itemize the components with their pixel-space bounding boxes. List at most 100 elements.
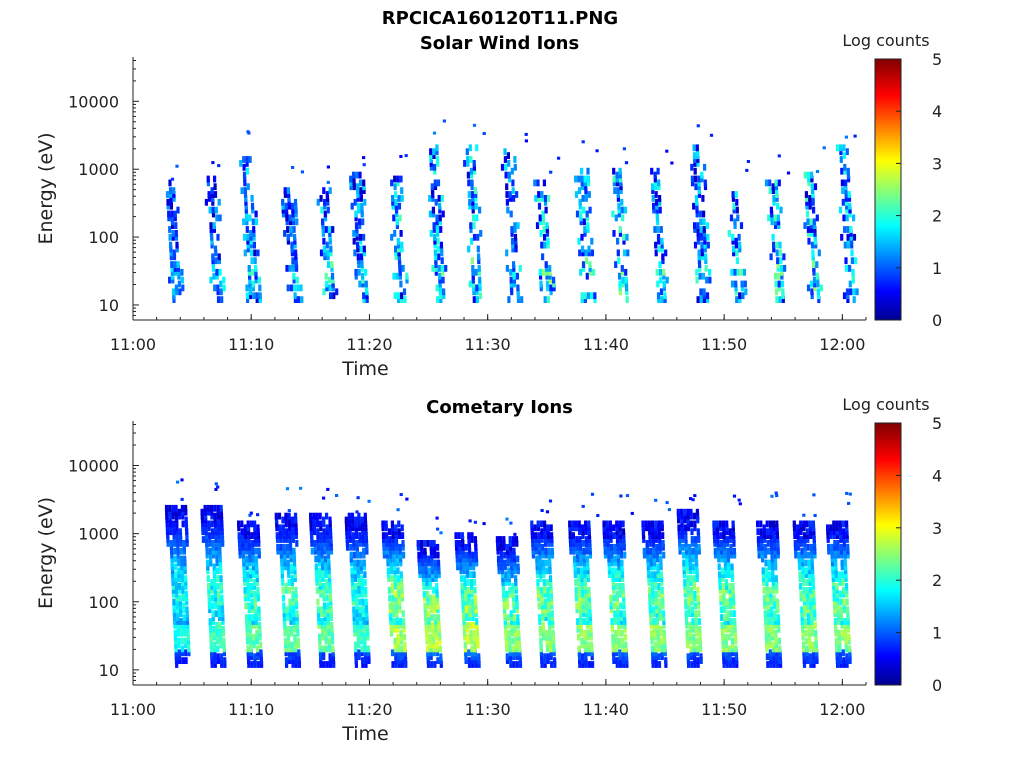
- heatmap-cell: [393, 571, 397, 579]
- heatmap-cell: [442, 119, 446, 123]
- heatmap-cell: [176, 543, 180, 551]
- heatmap-cell: [574, 586, 578, 594]
- heatmap-cell: [474, 543, 478, 551]
- heatmap-cell: [698, 265, 702, 272]
- heatmap-cell: [435, 144, 439, 152]
- heatmap-cell: [845, 661, 849, 668]
- heatmap-cell: [355, 614, 359, 621]
- heatmap-cell: [317, 547, 321, 555]
- heatmap-cell: [719, 598, 723, 606]
- heatmap-cell: [617, 571, 621, 579]
- heatmap-cell: [421, 571, 425, 579]
- heatmap-cell: [172, 540, 176, 547]
- heatmap-cell: [318, 512, 322, 520]
- colorbar-tick-label: 4: [932, 102, 942, 121]
- heatmap-cell: [459, 567, 463, 575]
- heatmap-cell: [650, 633, 654, 641]
- heatmap-cell: [466, 579, 470, 586]
- heatmap-cell: [245, 160, 249, 167]
- heatmap-cell: [697, 187, 701, 194]
- heatmap-cell: [435, 148, 439, 156]
- heatmap-cell: [687, 598, 691, 606]
- heatmap-cell: [769, 540, 773, 547]
- heatmap-cell: [775, 195, 779, 202]
- heatmap-cell: [611, 641, 615, 649]
- heatmap-cell: [619, 602, 623, 610]
- heatmap-cell: [435, 594, 439, 602]
- heatmap-cell: [468, 202, 472, 210]
- heatmap-cell: [363, 641, 367, 649]
- heatmap-cell: [417, 559, 421, 567]
- heatmap-cell: [473, 637, 477, 645]
- heatmap-cell: [282, 532, 286, 539]
- heatmap-cell: [398, 265, 402, 272]
- heatmap-cell: [779, 257, 783, 265]
- heatmap-cell: [608, 520, 612, 528]
- heatmap-cell: [250, 598, 254, 606]
- heatmap-cell: [701, 195, 705, 202]
- heatmap-cell: [842, 543, 847, 551]
- heatmap-cell: [773, 555, 777, 563]
- heatmap-cell: [541, 610, 545, 618]
- heatmap-cell: [181, 586, 185, 594]
- heatmap-cell: [765, 637, 769, 645]
- heatmap-cell: [729, 536, 733, 543]
- heatmap-cell: [391, 528, 395, 536]
- heatmap-cell: [649, 563, 654, 571]
- heatmap-cell: [654, 594, 658, 602]
- heatmap-cell: [659, 559, 663, 567]
- heatmap-cell: [214, 540, 218, 547]
- heatmap-cell: [435, 218, 439, 226]
- heatmap-cell: [805, 645, 809, 653]
- heatmap-cell: [324, 563, 328, 571]
- heatmap-cell: [357, 261, 361, 268]
- heatmap-cell: [691, 179, 695, 187]
- heatmap-cell: [746, 160, 750, 163]
- heatmap-cell: [214, 536, 218, 543]
- heatmap-cell: [584, 524, 588, 532]
- heatmap-cell: [646, 563, 650, 571]
- heatmap-cell: [362, 618, 366, 625]
- heatmap-cell: [507, 622, 511, 629]
- heatmap-cell: [405, 272, 409, 280]
- heatmap-cell: [211, 261, 215, 268]
- heatmap-cell: [696, 237, 701, 245]
- heatmap-cell: [650, 645, 654, 653]
- heatmap-cell: [509, 547, 513, 555]
- heatmap-cell: [761, 571, 765, 579]
- heatmap-cell: [839, 661, 843, 668]
- heatmap-cell: [283, 187, 287, 194]
- heatmap-cell: [684, 532, 688, 539]
- heatmap-cell: [831, 571, 835, 579]
- heatmap-cell: [543, 653, 547, 661]
- heatmap-cell: [322, 602, 327, 610]
- heatmap-cell: [733, 551, 737, 559]
- heatmap-cell: [510, 567, 514, 575]
- heatmap-cell: [776, 218, 781, 226]
- heatmap-cell: [386, 551, 390, 559]
- heatmap-cell: [172, 296, 176, 303]
- heatmap-cell: [400, 195, 404, 202]
- heatmap-cell: [799, 583, 803, 590]
- heatmap-cell: [797, 551, 801, 559]
- heatmap-cell: [207, 602, 212, 610]
- heatmap-cell: [577, 187, 582, 194]
- heatmap-cell: [328, 187, 332, 194]
- heatmap-cell: [327, 261, 331, 268]
- heatmap-cell: [584, 191, 588, 198]
- heatmap-cell: [618, 288, 622, 296]
- heatmap-cell: [697, 183, 701, 191]
- heatmap-cell: [217, 528, 221, 536]
- heatmap-cell: [550, 614, 554, 621]
- heatmap-cell: [776, 202, 780, 210]
- heatmap-cell: [328, 575, 332, 582]
- heatmap-cell: [214, 528, 218, 536]
- heatmap-cell: [323, 198, 327, 206]
- heatmap-cell: [352, 618, 356, 625]
- heatmap-cell: [251, 551, 255, 559]
- heatmap-cell: [686, 512, 690, 520]
- heatmap-cell: [319, 249, 324, 257]
- heatmap-cell: [772, 532, 776, 539]
- heatmap-cell: [813, 543, 817, 551]
- heatmap-cell: [588, 268, 592, 276]
